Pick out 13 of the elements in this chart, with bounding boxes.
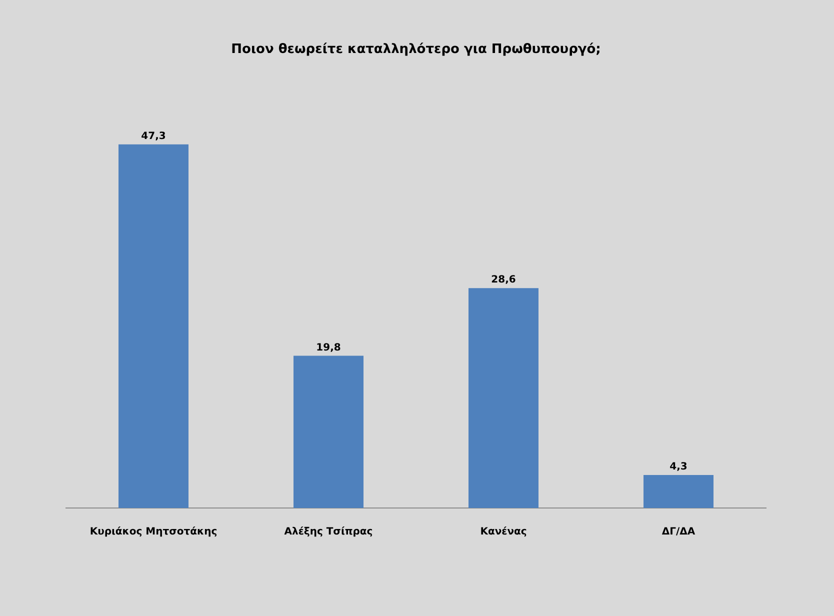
x-tick-label: Αλέξης Τσίπρας xyxy=(284,526,373,538)
chart-title: Ποιον θεωρείτε καταλληλότερο για Πρωθυπουργό; xyxy=(231,42,601,58)
bar xyxy=(468,288,538,508)
data-label: 19,8 xyxy=(316,342,341,354)
x-tick-label: Κανένας xyxy=(480,526,527,538)
data-label: 28,6 xyxy=(491,274,516,286)
data-label: 4,3 xyxy=(670,462,688,473)
bar xyxy=(644,474,714,508)
x-tick-label: ΔΓ/ΔΑ xyxy=(662,526,696,538)
data-label: 47,3 xyxy=(141,130,166,142)
x-tick-label: Κυριάκος Μητσοτάκης xyxy=(90,526,218,538)
bar xyxy=(294,356,364,508)
bar xyxy=(118,144,188,508)
